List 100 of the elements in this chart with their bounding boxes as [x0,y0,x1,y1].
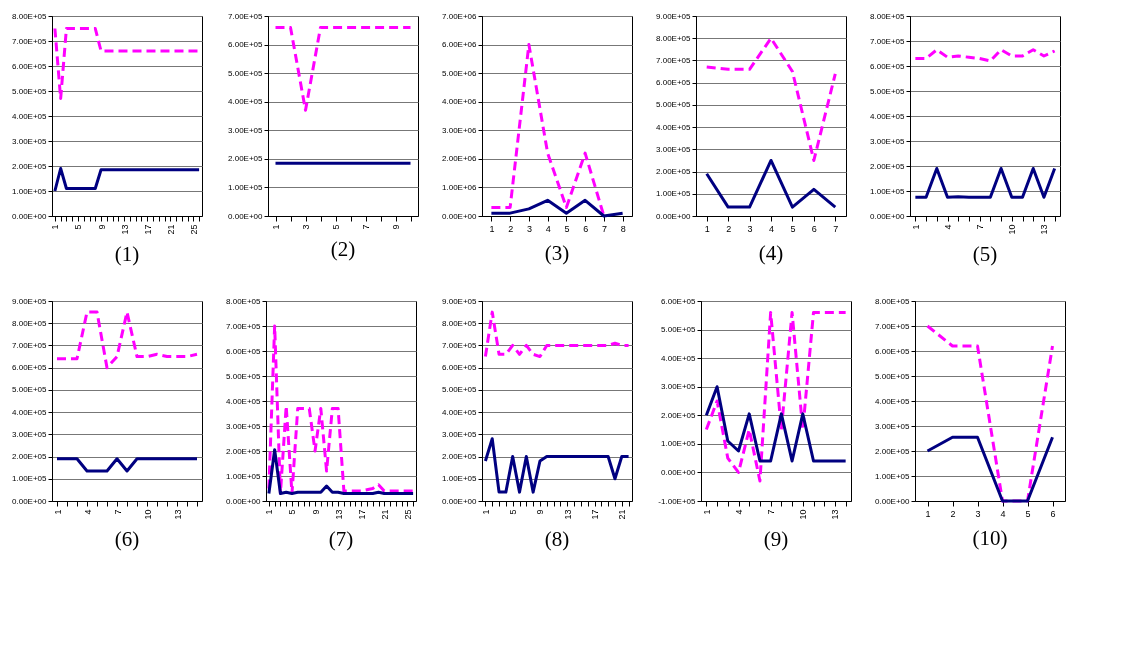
y-tick-label: 1.00E+05 [870,186,906,196]
y-tick-label: 4.00E+06 [442,97,478,107]
y-tick-label: 3.00E+06 [442,125,478,135]
y-tick-label: 1.00E+05 [442,474,478,484]
x-tick-label: 1 [701,509,712,515]
y-tick-label: 3.00E+05 [870,136,906,146]
y-tick-label: 2.00E+05 [12,452,48,462]
y-tick-label: 8.00E+05 [12,318,48,328]
x-tick-label: 5 [287,509,298,515]
line-series [705,158,837,209]
y-tick-label: 5.00E+05 [875,371,911,381]
x-tick-label: 8 [620,223,626,234]
x-tick-label: 3 [747,223,753,234]
x-tick-label: 1 [271,224,281,230]
x-tick-label: 13 [172,509,183,520]
x-tick-label: 13 [119,224,130,235]
x-tick-label: 13 [1039,224,1050,235]
y-tick-label: 0.00E+00 [870,211,906,221]
x-tick-label: 25 [188,224,199,235]
y-tick-label: 1.00E+05 [228,182,264,192]
y-tick-label: 9.00E+05 [12,296,48,306]
y-tick-label: 0.00E+00 [661,467,697,477]
y-tick-label: 9.00E+05 [442,296,478,306]
y-tick-label: 4.00E+05 [661,353,697,363]
y-tick-label: 3.00E+05 [442,429,478,439]
x-tick-label: 4 [1000,508,1006,519]
y-tick-label: 2.00E+05 [228,154,264,164]
y-tick-label: 3.00E+05 [12,429,48,439]
y-tick-label: 4.00E+05 [12,111,48,121]
y-tick-label: 2.00E+05 [661,410,697,420]
y-tick-label: 2.00E+05 [870,161,906,171]
y-tick-label: 1.00E+05 [12,474,48,484]
y-tick-label: 5.00E+05 [661,325,697,335]
y-tick-label: 0.00E+00 [875,496,911,506]
y-tick-label: 7.00E+05 [656,55,692,65]
text: (5) [972,242,998,267]
y-tick-label: 3.00E+05 [875,421,911,431]
y-tick-label: 4.00E+05 [226,396,262,406]
y-tick-label: 6.00E+05 [12,363,48,373]
y-tick-label: 0.00E+00 [12,496,48,506]
y-tick-label: 1.00E+05 [226,471,262,481]
y-tick-label: 5.00E+05 [228,68,264,78]
y-tick-label: 1.00E+06 [442,182,478,192]
y-tick-label: 4.00E+05 [870,111,906,121]
x-tick-label: 3 [526,223,532,234]
x-tick-label: 5 [73,224,84,230]
y-tick-label: 8.00E+05 [656,33,692,43]
x-tick-label: 10 [798,509,809,520]
x-tick-label: 5 [1025,508,1031,519]
x-tick-label: 5 [790,223,796,234]
x-tick-label: 6 [1050,508,1056,519]
x-tick-label: 7 [361,224,371,230]
text: (7) [328,527,354,552]
y-tick-label: 6.00E+06 [442,40,478,50]
y-tick-label: 8.00E+05 [870,11,906,21]
y-tick-label: 0.00E+00 [12,211,48,221]
line-series [55,310,199,370]
y-tick-label: 1.00E+05 [656,189,692,199]
y-tick-label: 6.00E+05 [12,61,48,71]
text: (9) [763,527,789,552]
y-tick-label: 2.00E+05 [12,161,48,171]
y-tick-label: 6.00E+05 [870,61,906,71]
y-tick-label: 2.00E+05 [226,446,262,456]
y-tick-label: 6.00E+05 [656,78,692,88]
y-tick-label: 1.00E+05 [12,186,48,196]
x-tick-label: 5 [331,224,341,230]
line-series [267,324,415,495]
text: (8) [544,527,570,552]
x-tick-label: 6 [811,223,817,234]
x-tick-label: 13 [333,509,344,520]
x-tick-label: 7 [112,509,123,515]
x-tick-label: 5 [564,223,570,234]
x-tick-label: 7 [975,224,986,230]
x-tick-label: 1 [264,509,275,515]
x-tick-label: 1 [489,223,495,234]
y-tick-label: 5.00E+05 [870,86,906,96]
y-tick-label: 7.00E+05 [12,36,48,46]
y-tick-label: 6.00E+05 [442,363,478,373]
x-tick-label: 17 [142,224,153,235]
text: (2) [330,237,356,262]
x-tick-label: 1 [925,508,931,519]
x-tick-label: 4 [768,223,775,234]
y-tick-label: 7.00E+05 [870,36,906,46]
y-tick-label: 0.00E+00 [442,496,478,506]
line-series [267,448,415,495]
y-tick-label: 7.00E+06 [442,11,478,21]
x-tick-label: 10 [142,509,153,520]
x-tick-label: 10 [1007,224,1018,235]
x-tick-label: 9 [535,509,546,515]
y-tick-label: 8.00E+05 [442,318,478,328]
x-tick-label: 17 [590,509,600,520]
x-tick-label: 4 [734,509,744,515]
y-tick-label: 3.00E+05 [661,382,697,392]
x-tick-label: 21 [165,224,176,235]
y-tick-label: 6.00E+05 [228,40,264,50]
x-tick-label: 6 [583,223,589,234]
x-tick-label: 9 [96,224,107,230]
x-tick-label: 2 [950,508,956,519]
x-tick-label: 7 [833,223,839,234]
y-tick-label: 2.00E+05 [875,446,911,456]
